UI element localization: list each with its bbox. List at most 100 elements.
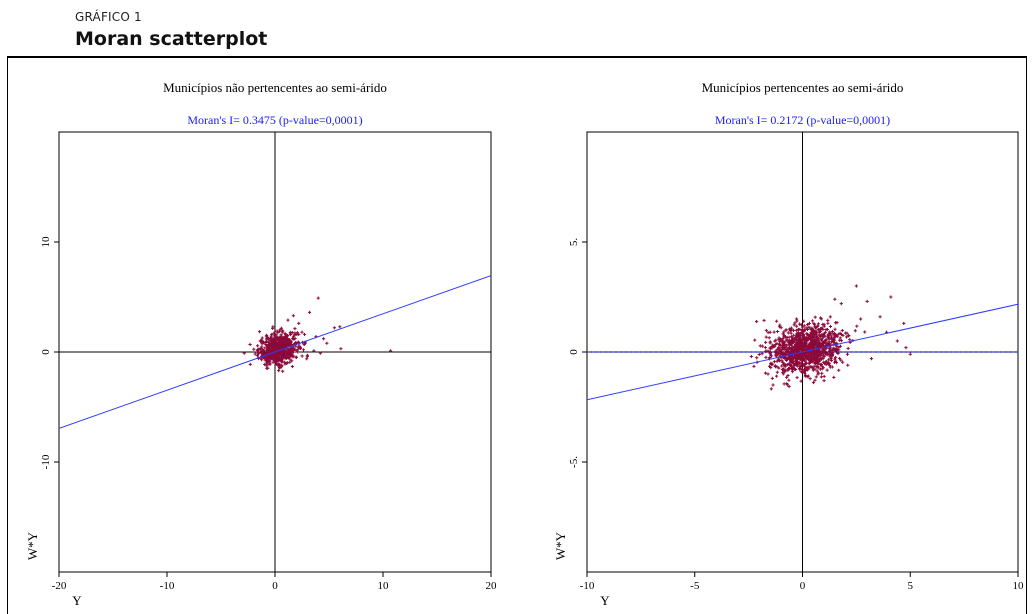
data-point [808,353,812,358]
data-point [807,351,811,355]
data-point [781,372,785,376]
data-point [801,348,805,352]
data-point [798,360,802,365]
data-point [276,335,280,339]
data-point [815,352,820,357]
data-point [822,374,826,379]
data-point [790,350,794,354]
data-point [806,338,811,342]
data-point [281,345,285,349]
data-point [797,335,801,339]
data-point [263,362,267,367]
data-point [822,360,826,364]
data-point [821,327,825,332]
data-point [276,342,280,346]
data-point [789,331,793,335]
data-point [270,353,274,357]
x-tick-label: -5 [690,580,700,592]
data-point [846,363,850,367]
data-point [252,347,256,351]
data-point [781,367,786,371]
data-point [802,324,806,328]
data-point [799,352,803,356]
data-point [778,338,782,342]
data-point [260,342,264,346]
data-point [810,365,814,370]
data-point [768,330,772,334]
data-point [279,365,284,369]
data-point [839,358,843,362]
data-point [758,344,762,348]
data-point [796,327,801,332]
data-point [768,353,773,357]
data-point [280,351,284,355]
data-point [274,333,278,337]
data-point [279,333,283,337]
data-point [260,345,264,349]
chart-title: Municípios pertencentes ao semi-árido [702,80,904,95]
data-point [325,341,329,345]
data-point [836,351,840,355]
data-point [260,352,264,356]
data-point [784,358,789,363]
data-point [807,345,812,349]
data-point [275,357,279,362]
data-point [806,374,810,378]
data-point [832,375,836,379]
data-point [775,329,780,334]
data-point [754,319,759,324]
data-point [808,336,812,340]
data-point [811,368,815,372]
data-point [846,346,850,351]
data-point [268,355,272,360]
data-point [270,343,275,347]
data-point [264,361,269,365]
data-point [811,338,816,342]
data-point [777,366,781,370]
data-point [806,365,810,369]
y-tick-label: -10 [40,454,52,469]
data-point [253,352,257,356]
figure-label: GRÁFICO 1 [75,10,142,24]
data-point [273,358,277,362]
data-point [271,360,275,364]
data-point [276,363,280,367]
data-point [273,346,277,350]
data-point [257,351,261,355]
data-point [769,366,773,370]
data-point [863,330,867,334]
data-point [290,359,294,363]
data-point [265,333,269,337]
data-point [782,330,786,334]
data-point [837,345,841,349]
data-point [256,344,260,348]
data-point [781,360,785,365]
data-point [865,299,869,303]
data-point [828,348,832,352]
data-point [803,357,807,361]
data-point [787,327,792,331]
data-point [794,359,798,363]
data-point [839,339,844,343]
data-point [813,378,817,382]
data-point [266,346,270,350]
data-point [827,352,831,356]
data-point [837,368,841,372]
data-point [787,342,791,346]
data-point [835,344,839,349]
y-tick-label: 0 [40,349,52,355]
data-point [786,331,790,335]
data-point [780,364,784,368]
data-point [268,336,273,340]
data-point [826,358,831,362]
data-point [781,340,785,344]
data-point [800,354,804,358]
data-point [798,343,802,348]
data-point [283,360,287,364]
data-point [771,383,775,387]
data-point [794,334,799,338]
data-point [338,325,342,329]
data-point [257,330,262,334]
moran-statistic-subtitle: Moran's I= 0.3475 (p-value=0,0001) [187,113,362,127]
data-point [833,357,837,361]
